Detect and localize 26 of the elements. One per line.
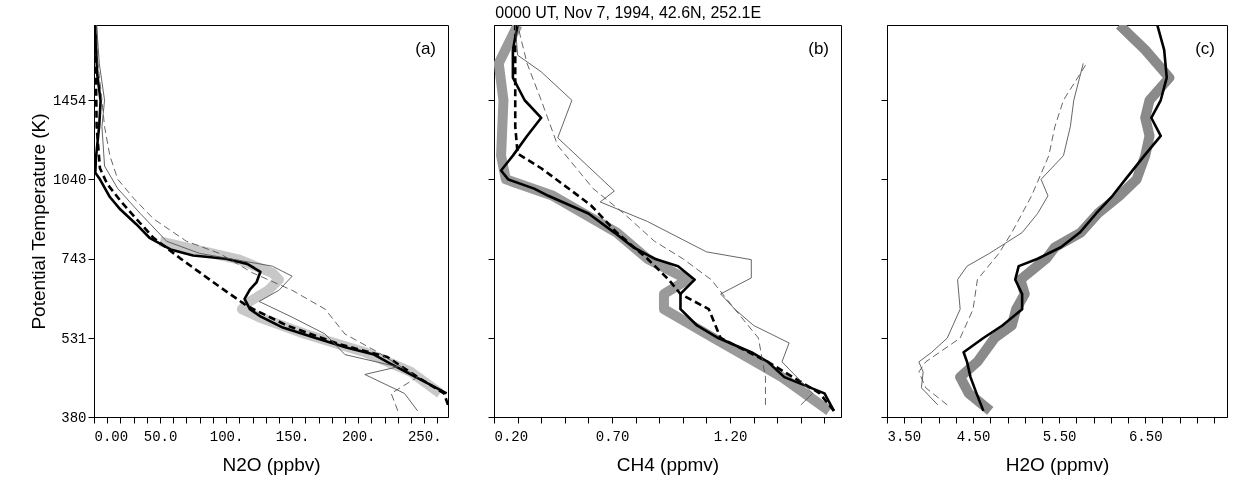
x-tick-label: 4.50 xyxy=(956,428,991,445)
x-tick-label: 200. xyxy=(341,428,376,445)
annotation: (c) xyxy=(1195,39,1215,58)
y-tick-label: 1454 xyxy=(52,92,87,109)
x-tick-label: 100. xyxy=(209,428,244,445)
x-axis-title: N2O (ppbv) xyxy=(222,453,321,475)
annotation: (b) xyxy=(808,39,829,58)
x-tick-label: 0.70 xyxy=(595,428,630,445)
x-axis-title: H2O (ppmv) xyxy=(1005,453,1110,475)
x-tick-label: 5.50 xyxy=(1042,428,1077,445)
x-tick-label: 250. xyxy=(407,428,442,445)
y-tick-label: 531 xyxy=(61,330,87,347)
x-tick-label: 0.20 xyxy=(494,428,529,445)
x-axis-title: CH4 (ppmv) xyxy=(616,453,720,475)
x-tick-label: 150. xyxy=(275,428,310,445)
x-tick-label: 50.0 xyxy=(143,428,178,445)
x-tick-label: 1.20 xyxy=(713,428,748,445)
annotation: (a) xyxy=(415,39,436,58)
chart-title: 0000 UT, Nov 7, 1994, 42.6N, 252.1E xyxy=(495,3,762,21)
y-tick-label: 380 xyxy=(61,409,87,426)
y-axis-title: Potential Temperature (K) xyxy=(27,113,49,330)
y-tick-label: 1040 xyxy=(52,171,87,188)
x-tick-label: 0.00 xyxy=(94,428,129,445)
x-tick-label: 3.50 xyxy=(887,428,922,445)
y-tick-label: 743 xyxy=(61,251,87,268)
x-tick-label: 6.50 xyxy=(1128,428,1163,445)
